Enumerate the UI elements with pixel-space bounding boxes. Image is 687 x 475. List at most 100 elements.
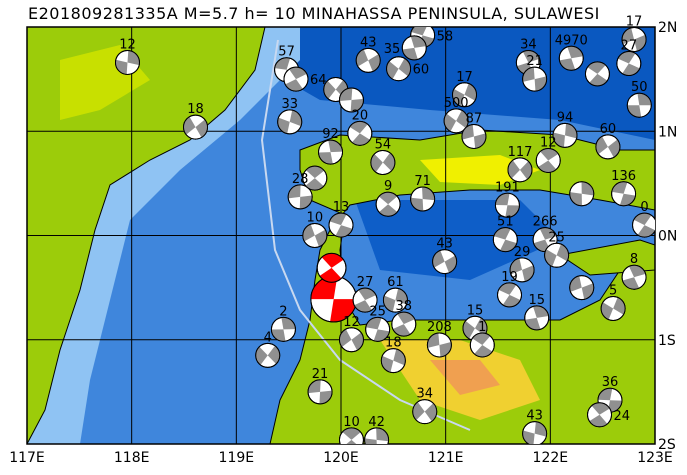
focal-mechanism-beachball[interactable] — [569, 181, 595, 207]
sulawesi-land — [269, 129, 655, 444]
focal-mechanism-beachball[interactable] — [375, 191, 401, 217]
event-label: 4970 — [555, 33, 588, 48]
focal-mechanism-beachball[interactable] — [370, 150, 396, 176]
focal-mechanism-beachball[interactable] — [461, 123, 487, 149]
focal-mechanism-beachball[interactable] — [524, 305, 550, 331]
event-label: 28 — [292, 172, 309, 187]
main-event-beachball[interactable] — [316, 252, 347, 283]
focal-mechanism-beachball[interactable] — [318, 139, 344, 165]
event-label: 43 — [436, 237, 453, 252]
event-label: 25 — [369, 304, 386, 319]
focal-mechanism-beachball[interactable] — [494, 192, 520, 218]
focal-mechanism-beachball[interactable] — [347, 120, 373, 146]
focal-mechanism-beachball[interactable] — [587, 402, 613, 428]
event-label: 25 — [548, 230, 565, 245]
focal-mechanism-beachball[interactable] — [497, 282, 523, 308]
focal-mechanism-beachball[interactable] — [401, 35, 427, 61]
focal-mechanism-beachball[interactable] — [544, 242, 570, 268]
focal-mechanism-beachball[interactable] — [302, 165, 328, 191]
event-label: 60 — [600, 122, 617, 137]
focal-mechanism-beachball[interactable] — [183, 114, 209, 140]
focal-mechanism-beachball[interactable] — [595, 134, 621, 160]
focal-mechanism-beachball[interactable] — [328, 212, 354, 238]
focal-mechanism-beachball[interactable] — [507, 157, 533, 183]
focal-mechanism-beachball[interactable] — [391, 311, 417, 337]
event-label: 38 — [396, 299, 413, 314]
event-label: 43 — [360, 35, 377, 50]
focal-mechanism-beachball[interactable] — [443, 108, 469, 134]
focal-mechanism-beachball[interactable] — [584, 61, 610, 87]
focal-mechanism-beachball[interactable] — [277, 109, 303, 135]
focal-mechanism-beachball[interactable] — [600, 295, 626, 321]
event-label: 94 — [557, 110, 574, 125]
focal-mechanism-beachball[interactable] — [432, 249, 458, 275]
focal-mechanism-beachball[interactable] — [522, 66, 548, 92]
focal-mechanism-beachball[interactable] — [452, 82, 478, 108]
event-label: 50 — [631, 80, 648, 95]
focal-mechanism-beachball[interactable] — [621, 27, 647, 53]
focal-mechanism-beachball[interactable] — [382, 287, 408, 313]
focal-mechanism-beachball[interactable] — [283, 66, 309, 92]
focal-mechanism-beachball[interactable] — [611, 181, 637, 207]
focal-mechanism-beachball[interactable] — [426, 332, 452, 358]
lon-label: 122E — [533, 450, 569, 466]
focal-mechanism-beachball[interactable] — [270, 316, 296, 342]
event-label: 2 — [279, 304, 287, 319]
event-label: 266 — [533, 215, 558, 230]
focal-mechanism-beachball[interactable] — [522, 421, 548, 446]
event-label: 21 — [526, 54, 543, 69]
event-label: 17 — [626, 15, 643, 30]
event-label: 15 — [528, 293, 545, 308]
event-label: 4 — [264, 330, 272, 345]
focal-mechanism-beachball[interactable] — [492, 227, 518, 253]
focal-mechanism-beachball[interactable] — [509, 257, 535, 283]
event-label: 15 — [467, 303, 484, 318]
focal-mechanism-beachball[interactable] — [469, 332, 495, 358]
lon-label: 117E — [9, 450, 45, 466]
highland-peak — [430, 360, 500, 395]
tomini-gulf — [355, 200, 560, 280]
focal-mechanism-beachball[interactable] — [365, 316, 391, 342]
deep-sea — [240, 27, 655, 140]
focal-mechanism-beachball[interactable] — [632, 212, 657, 238]
focal-mechanism-beachball[interactable] — [535, 147, 561, 173]
event-label: 18 — [385, 336, 402, 351]
focal-mechanism-beachball[interactable] — [287, 184, 313, 210]
focal-mechanism-beachball[interactable] — [621, 264, 647, 290]
event-label: 208 — [427, 320, 452, 335]
event-label: 43 — [526, 409, 543, 424]
event-label: 64 — [310, 73, 327, 88]
focal-mechanism-beachball[interactable] — [552, 122, 578, 148]
focal-mechanism-beachball[interactable] — [352, 287, 378, 313]
focal-mechanism-beachball[interactable] — [338, 87, 364, 113]
focal-mechanism-beachball[interactable] — [338, 427, 364, 452]
focal-mechanism-beachball[interactable] — [255, 342, 281, 368]
lon-label: 119E — [219, 450, 255, 466]
focal-mechanism-beachball[interactable] — [558, 45, 584, 71]
focal-mechanism-beachball[interactable] — [380, 348, 406, 374]
focal-mechanism-beachball[interactable] — [626, 92, 652, 118]
lat-label: 1N — [658, 124, 677, 140]
focal-mechanism-beachball[interactable] — [364, 427, 390, 452]
focal-mechanism-beachball[interactable] — [114, 49, 140, 75]
event-label: 58 — [437, 29, 454, 44]
focal-mechanism-beachball[interactable] — [307, 379, 333, 405]
focal-mechanism-beachball[interactable] — [569, 275, 595, 301]
event-label: 1 — [478, 320, 486, 335]
focal-mechanism-beachball[interactable] — [616, 50, 642, 76]
event-label: 10 — [343, 415, 360, 430]
focal-mechanism-beachball[interactable] — [302, 223, 328, 248]
focal-mechanism-beachball[interactable] — [338, 327, 364, 353]
event-label: 9 — [384, 179, 392, 194]
event-label: 18 — [187, 102, 204, 117]
focal-mechanism-beachball[interactable] — [410, 186, 436, 212]
focal-mechanism-beachball[interactable] — [386, 56, 412, 82]
focal-mechanism-beachball[interactable] — [355, 47, 381, 73]
event-label: 92 — [322, 127, 339, 142]
event-label: 60 — [413, 63, 430, 78]
event-label: 500 — [444, 96, 469, 111]
event-label: 19 — [501, 270, 518, 285]
event-label: 117 — [508, 145, 533, 160]
focal-mechanism-beachball[interactable] — [412, 399, 438, 425]
